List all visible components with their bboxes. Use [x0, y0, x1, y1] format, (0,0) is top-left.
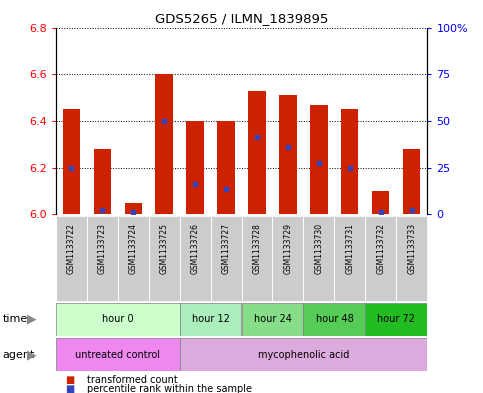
Text: ▶: ▶: [27, 313, 36, 326]
Bar: [56, 338, 180, 371]
Bar: [94, 149, 111, 214]
Title: GDS5265 / ILMN_1839895: GDS5265 / ILMN_1839895: [155, 12, 328, 25]
Bar: [372, 191, 389, 214]
FancyBboxPatch shape: [272, 216, 303, 301]
Bar: [156, 74, 172, 214]
Bar: [217, 121, 235, 214]
Bar: [341, 109, 358, 214]
FancyBboxPatch shape: [180, 216, 211, 301]
Bar: [366, 303, 427, 336]
Text: GSM1133725: GSM1133725: [159, 223, 169, 274]
Bar: [303, 303, 366, 336]
Bar: [248, 90, 266, 214]
Bar: [125, 202, 142, 214]
Text: ■: ■: [65, 384, 74, 393]
Text: hour 24: hour 24: [254, 314, 291, 324]
Text: GSM1133733: GSM1133733: [408, 223, 416, 274]
Text: untreated control: untreated control: [75, 350, 160, 360]
FancyBboxPatch shape: [211, 216, 242, 301]
FancyBboxPatch shape: [117, 216, 149, 301]
Text: hour 0: hour 0: [102, 314, 133, 324]
Bar: [180, 303, 242, 336]
Text: mycophenolic acid: mycophenolic acid: [258, 350, 349, 360]
Bar: [180, 338, 427, 371]
Text: GSM1133732: GSM1133732: [376, 223, 385, 274]
FancyBboxPatch shape: [303, 216, 334, 301]
Text: GSM1133722: GSM1133722: [67, 223, 75, 274]
Text: transformed count: transformed count: [87, 375, 178, 385]
Text: GSM1133724: GSM1133724: [128, 223, 138, 274]
Text: percentile rank within the sample: percentile rank within the sample: [87, 384, 252, 393]
Bar: [311, 105, 327, 214]
Text: hour 12: hour 12: [192, 314, 229, 324]
Text: time: time: [2, 314, 28, 324]
FancyBboxPatch shape: [242, 216, 272, 301]
FancyBboxPatch shape: [397, 216, 427, 301]
Text: GSM1133727: GSM1133727: [222, 223, 230, 274]
FancyBboxPatch shape: [86, 216, 117, 301]
Text: ▶: ▶: [27, 348, 36, 361]
Bar: [403, 149, 421, 214]
Text: GSM1133723: GSM1133723: [98, 223, 107, 274]
Text: GSM1133731: GSM1133731: [345, 223, 355, 274]
Bar: [242, 303, 303, 336]
FancyBboxPatch shape: [334, 216, 366, 301]
Text: GSM1133728: GSM1133728: [253, 223, 261, 274]
Text: hour 48: hour 48: [315, 314, 354, 324]
FancyBboxPatch shape: [56, 216, 86, 301]
Bar: [56, 303, 180, 336]
Bar: [186, 121, 203, 214]
Text: GSM1133729: GSM1133729: [284, 223, 293, 274]
FancyBboxPatch shape: [366, 216, 397, 301]
Text: hour 72: hour 72: [377, 314, 415, 324]
Text: GSM1133730: GSM1133730: [314, 223, 324, 274]
Text: ■: ■: [65, 375, 74, 385]
Text: GSM1133726: GSM1133726: [190, 223, 199, 274]
Bar: [62, 109, 80, 214]
Text: agent: agent: [2, 350, 35, 360]
FancyBboxPatch shape: [149, 216, 180, 301]
Bar: [280, 95, 297, 214]
